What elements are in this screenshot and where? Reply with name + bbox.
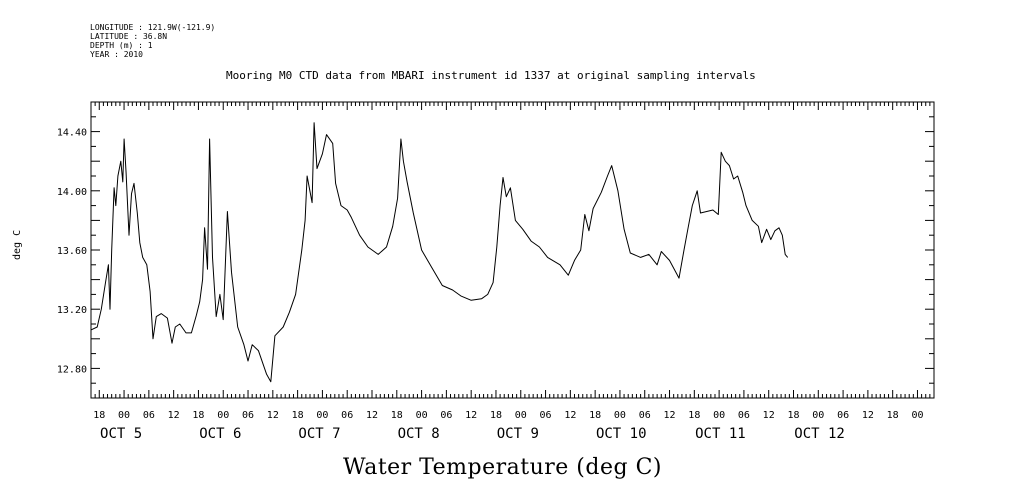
- x-tick-label: 06: [837, 410, 849, 421]
- x-tick-label: 00: [614, 410, 626, 421]
- x-tick-label: 00: [316, 410, 328, 421]
- series-group: [90, 122, 789, 383]
- x-tick-label: 12: [168, 410, 180, 421]
- latitude-text: LATITUDE : 36.8N: [90, 32, 168, 41]
- x-tick-label: 12: [366, 410, 378, 421]
- metadata-block: LONGITUDE : 121.9W(-121.9) LATITUDE : 36…: [90, 23, 215, 59]
- y-tick-label: 14.40: [57, 128, 87, 139]
- x-tick-label: 00: [217, 410, 229, 421]
- x-day-label: OCT 10: [596, 426, 647, 442]
- x-tick-label: 12: [564, 410, 576, 421]
- y-tick-label: 12.80: [57, 364, 87, 375]
- x-tick-label: 00: [713, 410, 725, 421]
- x-tick-label: 06: [540, 410, 552, 421]
- y-tick-label: 14.00: [57, 187, 87, 198]
- x-tick-label: 18: [887, 410, 899, 421]
- x-day-label: OCT 12: [794, 426, 845, 442]
- x-axis: 18 00 06 12 18 00 06 12 18 00 06 12 18 00 06 12 18 00 06 12…: [90, 102, 935, 442]
- chart-title: Mooring M0 CTD data from MBARI instrumen…: [226, 69, 756, 82]
- x-tick-label: 06: [639, 410, 651, 421]
- longitude-text: LONGITUDE : 121.9W(-121.9): [90, 23, 216, 32]
- x-tick-label: 18: [93, 410, 105, 421]
- x-tick-label: 06: [738, 410, 750, 421]
- temperature-series-line: [90, 122, 789, 383]
- plot-frame: [90, 101, 935, 399]
- x-day-label: OCT 9: [497, 426, 539, 442]
- x-tick-label: 00: [911, 410, 923, 421]
- x-tick-label: 18: [391, 410, 403, 421]
- y-axis: 12.80 13.20 13.60 14.00 14.40: [57, 101, 934, 399]
- y-tick-label: 13.20: [57, 305, 87, 316]
- x-tick-label: 00: [416, 410, 428, 421]
- x-tick-label: 06: [143, 410, 155, 421]
- x-tick-label: 00: [812, 410, 824, 421]
- x-day-label: OCT 7: [298, 426, 340, 442]
- x-tick-label: 12: [763, 410, 775, 421]
- x-tick-label: 18: [292, 410, 304, 421]
- x-tick-label: 12: [267, 410, 279, 421]
- x-tick-label: 18: [192, 410, 204, 421]
- x-tick-label: 18: [688, 410, 700, 421]
- x-axis-label: Water Temperature (deg C): [343, 455, 662, 480]
- x-tick-label: 12: [465, 410, 477, 421]
- x-tick-label: 00: [515, 410, 527, 421]
- x-tick-label: 06: [242, 410, 254, 421]
- x-day-label: OCT 6: [199, 426, 241, 442]
- y-tick-label: 13.60: [57, 246, 87, 257]
- x-tick-label: 12: [664, 410, 676, 421]
- year-text: YEAR : 2010: [90, 50, 143, 59]
- x-day-label: OCT 11: [695, 426, 746, 442]
- x-tick-label: 18: [490, 410, 502, 421]
- x-tick-label: 12: [862, 410, 874, 421]
- depth-text: DEPTH (m) : 1: [90, 41, 153, 50]
- x-tick-label: 06: [440, 410, 452, 421]
- x-tick-label: 18: [787, 410, 799, 421]
- x-day-label: OCT 5: [100, 426, 142, 442]
- x-tick-label: 18: [589, 410, 601, 421]
- x-tick-label: 06: [341, 410, 353, 421]
- x-day-label: OCT 8: [398, 426, 440, 442]
- x-tick-label: 00: [118, 410, 130, 421]
